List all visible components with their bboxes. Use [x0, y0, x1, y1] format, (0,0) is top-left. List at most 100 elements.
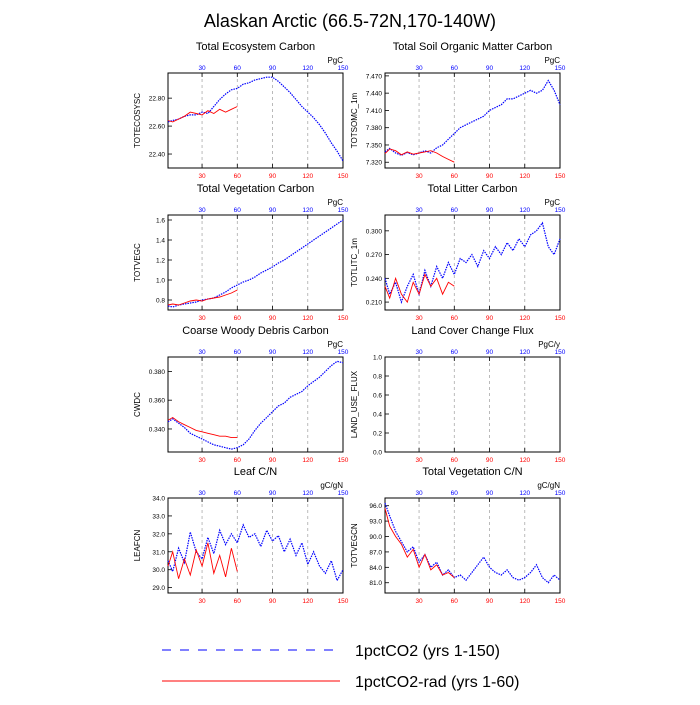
y-tick-label: 93.0 — [369, 519, 382, 526]
x-tick-label-bottom: 150 — [555, 598, 566, 605]
plot-frame — [384, 356, 561, 453]
x-tick-label-bottom: 60 — [234, 457, 242, 464]
y-tick-label: 7.410 — [366, 108, 383, 115]
y-tick-label: 90.0 — [369, 534, 382, 541]
panel-6: Land Cover Change Flux PgC/y 30 60 90 120 150 3… — [350, 325, 566, 464]
x-tick-label-top: 30 — [415, 65, 423, 72]
series-line-1pctco2 — [167, 523, 344, 583]
y-tick-label: 22.60 — [149, 124, 166, 131]
y-tick-label: 0.4 — [373, 412, 382, 419]
x-tick-label-bottom: 120 — [302, 173, 313, 180]
x-tick-label-top: 60 — [234, 65, 242, 72]
y-tick-label: 33.0 — [152, 513, 165, 520]
x-tick-label-top: 150 — [555, 349, 566, 356]
y-tick-label: 96.0 — [369, 503, 382, 510]
x-tick-label-top: 150 — [555, 65, 566, 72]
y-tick-label: 87.0 — [369, 549, 382, 556]
x-tick-label-bottom: 60 — [234, 173, 242, 180]
y-tick-label: 0.360 — [149, 398, 166, 405]
series-line-1pctco2-rad — [167, 542, 238, 579]
series-line-1pctco2-rad — [167, 416, 238, 439]
panels: Total Ecosystem Carbon PgC 30 60 90 120 150 30 6… — [133, 41, 566, 605]
x-tick-label-top: 90 — [269, 207, 277, 214]
x-tick-label-bottom: 150 — [338, 173, 349, 180]
panel-title: Leaf C/N — [234, 466, 277, 478]
x-tick-label-bottom: 30 — [415, 598, 423, 605]
panel-2: Total Soil Organic Matter Carbon PgC 30 60 9… — [350, 41, 566, 180]
x-tick-label-top: 120 — [302, 65, 313, 72]
x-tick-label-bottom: 120 — [519, 598, 530, 605]
figure-title: Alaskan Arctic (66.5-72N,170-140W) — [204, 11, 496, 31]
y-tick-label: 0.240 — [366, 276, 383, 283]
panel-title: Total Vegetation Carbon — [197, 183, 314, 195]
x-tick-label-top: 90 — [486, 207, 494, 214]
y-tick-label: 7.350 — [366, 142, 383, 149]
y-tick-label: 29.0 — [152, 585, 165, 592]
y-axis-label: TOTECOSYSC — [133, 93, 142, 148]
plot-frame — [167, 72, 344, 169]
x-tick-label-top: 90 — [486, 490, 494, 497]
x-tick-label-bottom: 60 — [234, 598, 242, 605]
y-tick-label: 0.8 — [373, 374, 382, 381]
x-tick-label-bottom: 30 — [198, 173, 206, 180]
series-line-1pctco2-rad — [167, 289, 238, 306]
x-tick-label-bottom: 30 — [198, 315, 206, 322]
panel-title: Coarse Woody Debris Carbon — [182, 325, 329, 337]
x-tick-label-top: 30 — [198, 490, 206, 497]
y-tick-label: 0.340 — [149, 426, 166, 433]
x-tick-label-bottom: 30 — [415, 173, 423, 180]
y-tick-label: 0.8 — [156, 298, 165, 305]
plot-frame — [384, 72, 561, 169]
x-tick-label-top: 30 — [198, 207, 206, 214]
x-tick-label-top: 60 — [451, 65, 459, 72]
panel-4: Total Litter Carbon PgC 30 60 90 120 150 30 60 90… — [350, 183, 566, 322]
x-tick-label-bottom: 90 — [486, 457, 494, 464]
x-tick-label-bottom: 60 — [451, 173, 459, 180]
panel-7: Leaf C/N gC/gN 30 60 90 120 150 30 60 90 120 150 29.… — [133, 466, 349, 605]
y-tick-label: 1.2 — [156, 258, 165, 265]
plot-frame — [167, 214, 344, 311]
panel-title: Total Ecosystem Carbon — [196, 41, 315, 53]
x-tick-label-bottom: 120 — [302, 598, 313, 605]
series-line-1pctco2-rad — [167, 106, 238, 123]
y-tick-label: 7.380 — [366, 125, 383, 132]
x-tick-label-top: 120 — [302, 349, 313, 356]
x-tick-label-top: 90 — [269, 65, 277, 72]
y-tick-label: 7.440 — [366, 91, 383, 98]
x-tick-label-top: 90 — [486, 65, 494, 72]
legend-label-2: 1pctCO2-rad (yrs 1-60) — [355, 674, 520, 691]
x-tick-label-top: 150 — [338, 349, 349, 356]
legend: 1pctCO2 (yrs 1-150) 1pctCO2-rad (yrs 1-6… — [162, 643, 520, 691]
x-tick-label-top: 30 — [415, 349, 423, 356]
x-tick-label-top: 60 — [234, 207, 242, 214]
x-tick-label-bottom: 90 — [269, 457, 277, 464]
x-tick-label-top: 30 — [198, 65, 206, 72]
plot-frame — [167, 356, 344, 453]
x-tick-label-top: 120 — [302, 207, 313, 214]
panel-3: Total Vegetation Carbon PgC 30 60 90 120 150 30… — [133, 183, 349, 322]
y-tick-label: 0.0 — [373, 450, 382, 457]
y-tick-label: 1.0 — [373, 355, 382, 362]
panel-units: gC/gN — [537, 481, 560, 490]
series-line-1pctco2 — [384, 502, 561, 584]
x-tick-label-top: 60 — [451, 207, 459, 214]
y-tick-label: 7.320 — [366, 160, 383, 167]
series-line-1pctco2-rad — [384, 508, 455, 578]
y-tick-label: 81.0 — [369, 580, 382, 587]
x-tick-label-top: 30 — [415, 207, 423, 214]
panel-units: PgC — [544, 56, 560, 65]
x-tick-label-top: 150 — [338, 207, 349, 214]
y-tick-label: 22.40 — [149, 152, 166, 159]
panel-title: Land Cover Change Flux — [411, 325, 534, 337]
y-axis-label: LAND_USE_FLUX — [350, 370, 359, 438]
x-tick-label-top: 60 — [451, 490, 459, 497]
legend-label-1: 1pctCO2 (yrs 1-150) — [355, 643, 500, 660]
y-tick-label: 1.6 — [156, 218, 165, 225]
y-axis-label: TOTVEGC — [133, 243, 142, 282]
x-tick-label-bottom: 30 — [198, 598, 206, 605]
y-axis-label: TOTLITC_1m — [350, 238, 359, 287]
x-tick-label-bottom: 120 — [519, 315, 530, 322]
y-tick-label: 32.0 — [152, 531, 165, 538]
y-tick-label: 0.300 — [366, 228, 383, 235]
